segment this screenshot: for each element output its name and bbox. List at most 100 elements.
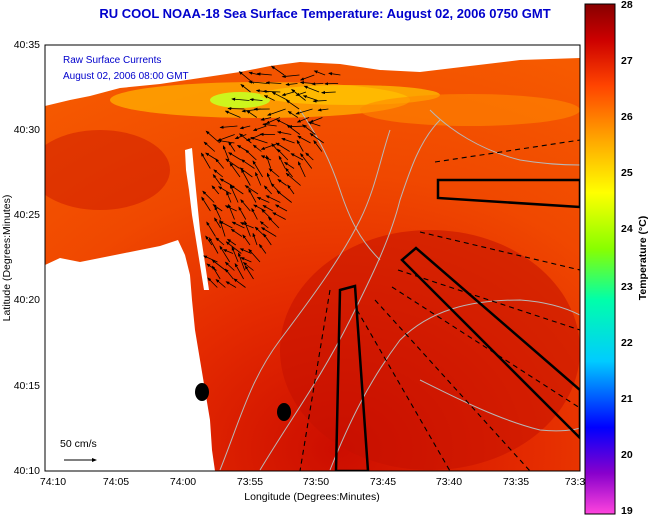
current-vector xyxy=(272,212,286,220)
current-vector xyxy=(200,152,211,169)
current-vector xyxy=(283,161,295,169)
current-vector xyxy=(224,205,237,212)
current-vector xyxy=(213,169,224,178)
current-vector xyxy=(255,171,262,186)
current-vector xyxy=(303,85,320,93)
current-vector xyxy=(231,221,245,229)
colorbar-tick: 19 xyxy=(621,505,633,517)
current-vector xyxy=(219,219,226,237)
current-vector xyxy=(256,197,270,203)
current-vector xyxy=(328,72,341,76)
current-vector xyxy=(262,123,277,127)
colorbar: 28 27 26 25 24 23 22 21 20 19 Temperatur… xyxy=(584,0,649,517)
colorbar-tick: 25 xyxy=(621,167,633,179)
current-vector xyxy=(244,185,259,195)
current-vector xyxy=(214,217,222,229)
current-vector xyxy=(291,89,306,101)
current-vector xyxy=(285,172,301,186)
colorbar-tick: 22 xyxy=(621,337,633,349)
colorbar-label: Temperature (°C) xyxy=(637,216,649,301)
current-vector xyxy=(277,179,287,186)
current-vector xyxy=(267,108,286,116)
current-vector xyxy=(240,159,255,169)
current-vector xyxy=(228,141,236,152)
current-vector xyxy=(215,158,225,169)
current-vector xyxy=(215,278,226,288)
current-vector xyxy=(287,184,295,195)
colorbar-tick: 28 xyxy=(621,0,633,11)
current-vector xyxy=(205,152,218,161)
current-vector xyxy=(206,221,216,237)
current-vector xyxy=(203,141,216,152)
current-vector xyxy=(297,161,306,178)
current-vector xyxy=(275,142,290,152)
current-vector xyxy=(268,168,280,178)
y-axis: 40:35 40:30 40:25 40:20 40:15 40:10 Lati… xyxy=(1,39,40,477)
current-vector xyxy=(259,221,269,229)
current-vector xyxy=(263,185,272,195)
current-vector xyxy=(202,190,215,203)
current-vector xyxy=(252,125,267,131)
current-vector xyxy=(226,238,237,246)
current-vector xyxy=(219,178,233,186)
y-tick: 40:25 xyxy=(14,209,40,221)
current-vector xyxy=(244,265,254,280)
plot-frame xyxy=(44,44,581,472)
current-vector xyxy=(226,191,232,203)
x-tick: 73:35 xyxy=(503,476,529,488)
current-vectors xyxy=(200,65,341,288)
current-vector xyxy=(228,152,242,161)
current-vector xyxy=(244,220,251,237)
current-vector xyxy=(286,124,301,135)
y-tick: 40:35 xyxy=(14,39,40,51)
current-vector xyxy=(278,155,286,169)
current-vector xyxy=(219,245,231,263)
x-tick: 73:55 xyxy=(237,476,263,488)
scale-label: 50 cm/s xyxy=(60,438,97,450)
current-vector xyxy=(299,74,315,81)
currents-time: August 02, 2006 08:00 GMT xyxy=(63,71,189,82)
map-title: RU COOL NOAA-18 Sea Surface Temperature:… xyxy=(99,6,551,21)
current-vector xyxy=(230,185,244,195)
current-vector xyxy=(246,110,258,118)
current-vector xyxy=(238,133,252,144)
current-vector xyxy=(241,168,251,186)
current-vector xyxy=(245,149,257,161)
current-vector xyxy=(285,167,293,178)
radial-lines xyxy=(299,139,580,471)
land-north xyxy=(45,45,580,106)
current-vector xyxy=(276,190,292,203)
current-vector xyxy=(262,205,274,212)
current-vector xyxy=(281,138,295,144)
current-vector xyxy=(299,81,313,85)
current-vector xyxy=(224,261,235,271)
current-vector xyxy=(265,195,281,203)
x-axis: 74:10 74:05 74:00 73:55 73:50 73:45 73:4… xyxy=(40,476,586,503)
current-vector xyxy=(296,139,304,152)
current-vector xyxy=(296,117,310,123)
y-tick: 40:10 xyxy=(14,465,40,477)
current-vector xyxy=(207,277,218,288)
colorbar-tick: 23 xyxy=(621,281,633,293)
current-vector xyxy=(231,246,239,263)
land-west xyxy=(45,240,215,471)
y-tick: 40:15 xyxy=(14,380,40,392)
current-vector xyxy=(274,204,288,212)
current-vector xyxy=(211,185,220,195)
y-tick: 40:20 xyxy=(14,294,40,306)
colorbar-tick: 24 xyxy=(621,223,633,235)
current-vector xyxy=(248,188,257,203)
current-vector xyxy=(225,281,237,288)
current-vector xyxy=(281,74,300,78)
current-vector xyxy=(234,263,244,280)
current-vector xyxy=(214,205,222,220)
current-vector xyxy=(287,110,299,118)
current-vector xyxy=(229,162,241,178)
current-vector xyxy=(256,72,272,76)
current-vector xyxy=(248,248,261,263)
colorbar-gradient xyxy=(584,3,616,515)
x-tick: 73:45 xyxy=(370,476,396,488)
current-vector xyxy=(309,117,323,123)
current-vector xyxy=(317,108,329,112)
current-vector xyxy=(260,227,277,237)
